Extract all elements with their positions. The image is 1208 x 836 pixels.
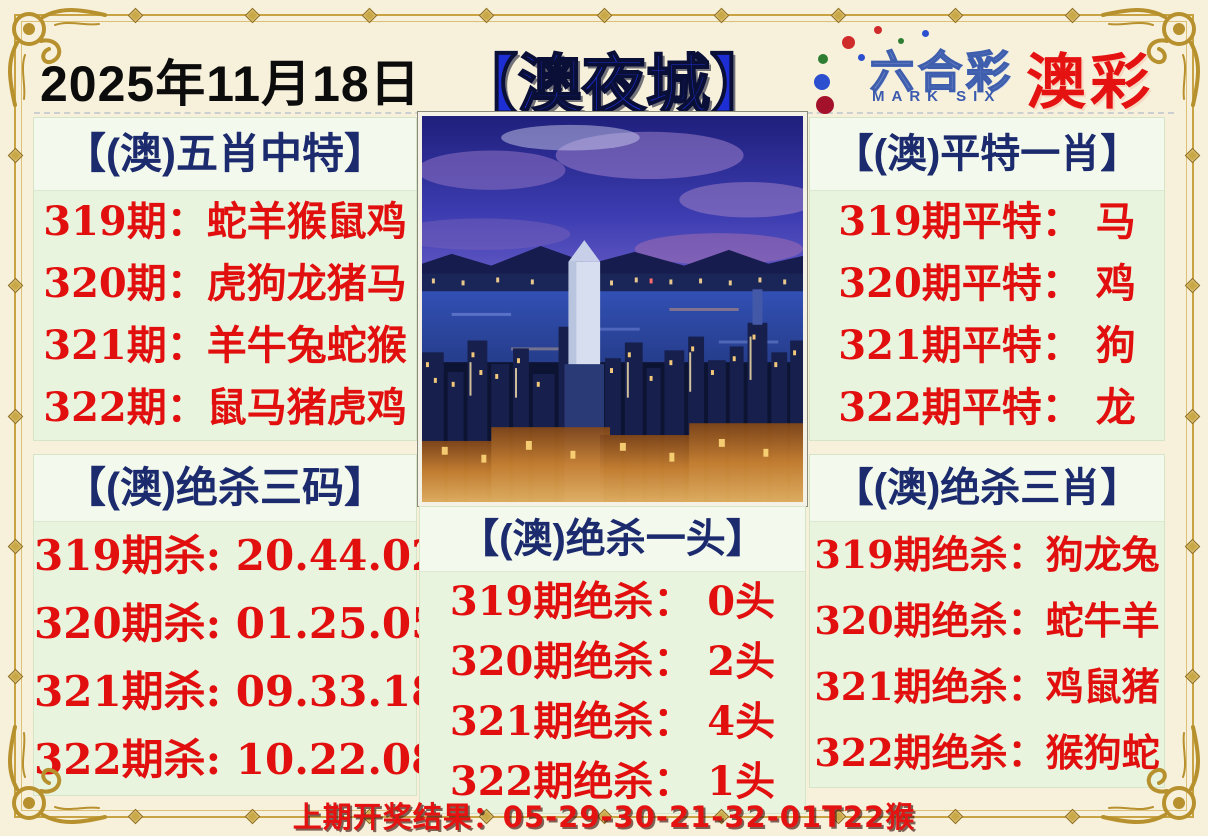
- border-ornament: [1184, 668, 1201, 685]
- border-ornament: [361, 7, 378, 24]
- border-ornament: [127, 7, 144, 24]
- logo-dot: [816, 96, 834, 114]
- tip-row: 320期杀: 01.25.05: [34, 599, 441, 648]
- harbor-night-photo: [417, 111, 808, 507]
- border-ornament: [7, 538, 24, 555]
- logo-dot: [858, 54, 865, 61]
- tip-row: 322期平特： 龙: [838, 384, 1136, 431]
- logo-dot: [898, 38, 904, 44]
- tip-row: 321期：羊牛兔蛇猴: [43, 322, 407, 369]
- border-ornament: [596, 7, 612, 24]
- border-ornament: [1184, 408, 1201, 424]
- tip-row: 320期绝杀：蛇牛羊: [814, 598, 1160, 643]
- tip-row: 320期平特： 鸡: [838, 260, 1136, 307]
- panel-header: 【(澳)五肖中特】: [34, 118, 416, 191]
- page-title: 【澳夜城】: [453, 48, 775, 122]
- tip-row: 321期绝杀： 4头: [449, 698, 776, 745]
- tip-row: 322期绝杀：猴狗蛇: [814, 730, 1160, 775]
- last-draw-result: 上期开奖结果：05-29-30-21-32-01T22猴: [292, 800, 916, 834]
- border-ornament: [713, 7, 729, 24]
- tip-row: 322期：鼠马猪虎鸡: [43, 384, 407, 431]
- panel-juesha-yitou: 【(澳)绝杀一头】 319期绝杀： 0头 320期绝杀： 2头 321期绝杀： …: [420, 507, 805, 813]
- border-ornament: [1184, 277, 1201, 294]
- logo-dot: [874, 26, 882, 34]
- logo-dot: [818, 54, 828, 64]
- tip-row: 320期绝杀： 2头: [449, 638, 776, 685]
- brand-label: 澳彩: [1026, 49, 1154, 116]
- mark-six-logo: 六合彩 MARK SIX 澳彩: [812, 26, 1168, 116]
- tip-row: 322期绝杀： 1头: [449, 758, 776, 805]
- frame-edge-ornaments: [7, 147, 24, 685]
- tip-row: 322期杀: 10.22.08: [34, 735, 441, 784]
- logo-dot: [842, 36, 855, 49]
- border-ornament: [947, 7, 964, 24]
- border-ornament: [1184, 147, 1201, 164]
- logo-dot: [922, 30, 929, 37]
- tip-row: 320期：虎狗龙猪马: [43, 260, 407, 307]
- border-ornament: [7, 147, 24, 164]
- border-ornament: [7, 408, 24, 424]
- corner-flourish-icon: [8, 8, 107, 107]
- border-ornament: [244, 7, 261, 24]
- border-ornament: [7, 277, 24, 294]
- tip-row: 319期杀: 20.44.02: [34, 531, 441, 580]
- corner-flourish-icon: [1101, 8, 1200, 107]
- panel-header: 【(澳)平特一肖】: [810, 118, 1164, 191]
- tip-row: 319期：蛇羊猴鼠鸡: [43, 198, 407, 245]
- frame-edge-ornaments: [127, 7, 1081, 24]
- panel-header: 【(澳)绝杀三码】: [34, 455, 416, 522]
- panel-header: 【(澳)绝杀三肖】: [810, 455, 1164, 522]
- panel-juesha-sanxiao: 【(澳)绝杀三肖】 319期绝杀：狗龙兔 320期绝杀：蛇牛羊 321期绝杀：鸡…: [810, 455, 1164, 787]
- border-ornament: [1064, 7, 1081, 24]
- mark-six-cn-label: 六合彩: [869, 47, 1014, 98]
- tip-row: 321期平特： 狗: [838, 322, 1136, 369]
- harbor-photo-graphic: [422, 116, 803, 502]
- tip-row: 321期杀: 09.33.18: [34, 667, 441, 716]
- tip-row: 319期绝杀： 0头: [449, 578, 776, 625]
- panel-header: 【(澳)绝杀一头】: [420, 507, 805, 572]
- border-ornament: [479, 7, 495, 24]
- frame-edge-ornaments: [1184, 147, 1201, 685]
- panel-juesha-sanma: 【(澳)绝杀三码】 319期杀: 20.44.02 320期杀: 01.25.0…: [34, 455, 441, 795]
- issue-date: 2025年11月18日: [40, 56, 421, 112]
- logo-dot: [814, 74, 830, 90]
- tip-row: 319期绝杀：狗龙兔: [814, 532, 1160, 577]
- border-ornament: [1184, 538, 1201, 555]
- panel-five-xiao-zhongte: 【(澳)五肖中特】 319期：蛇羊猴鼠鸡 320期：虎狗龙猪马 321期：羊牛兔…: [34, 118, 416, 440]
- border-ornament: [830, 7, 847, 24]
- tip-row: 321期绝杀：鸡鼠猪: [814, 664, 1160, 709]
- border-ornament: [7, 668, 24, 685]
- mark-six-en-label: MARK SIX: [872, 88, 1002, 105]
- panel-pingte-yixiao: 【(澳)平特一肖】 319期平特： 马 320期平特： 鸡 321期平特： 狗 …: [810, 118, 1164, 440]
- tip-row: 319期平特： 马: [838, 198, 1136, 245]
